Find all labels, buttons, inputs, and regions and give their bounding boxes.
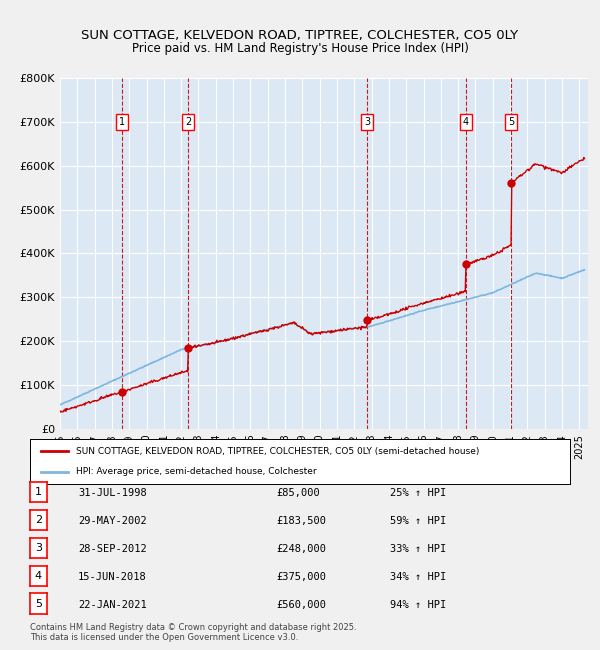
Text: £375,000: £375,000 <box>276 572 326 582</box>
Text: £560,000: £560,000 <box>276 600 326 610</box>
Text: 3: 3 <box>35 543 42 553</box>
Text: 33% ↑ HPI: 33% ↑ HPI <box>390 544 446 554</box>
Text: 28-SEP-2012: 28-SEP-2012 <box>78 544 147 554</box>
Text: 3: 3 <box>364 117 370 127</box>
Text: 4: 4 <box>463 117 469 127</box>
Text: 34% ↑ HPI: 34% ↑ HPI <box>390 572 446 582</box>
Text: 22-JAN-2021: 22-JAN-2021 <box>78 600 147 610</box>
Text: £248,000: £248,000 <box>276 544 326 554</box>
Text: 2: 2 <box>185 117 191 127</box>
Text: £183,500: £183,500 <box>276 516 326 526</box>
Text: 1: 1 <box>119 117 125 127</box>
Text: SUN COTTAGE, KELVEDON ROAD, TIPTREE, COLCHESTER, CO5 0LY (semi-detached house): SUN COTTAGE, KELVEDON ROAD, TIPTREE, COL… <box>76 447 479 456</box>
Text: £85,000: £85,000 <box>276 488 320 499</box>
Text: HPI: Average price, semi-detached house, Colchester: HPI: Average price, semi-detached house,… <box>76 467 317 476</box>
Text: 31-JUL-1998: 31-JUL-1998 <box>78 488 147 499</box>
Text: 5: 5 <box>508 117 514 127</box>
Text: 25% ↑ HPI: 25% ↑ HPI <box>390 488 446 499</box>
Text: 4: 4 <box>35 571 42 581</box>
Text: SUN COTTAGE, KELVEDON ROAD, TIPTREE, COLCHESTER, CO5 0LY: SUN COTTAGE, KELVEDON ROAD, TIPTREE, COL… <box>82 29 518 42</box>
Text: 94% ↑ HPI: 94% ↑ HPI <box>390 600 446 610</box>
Text: 29-MAY-2002: 29-MAY-2002 <box>78 516 147 526</box>
Text: Price paid vs. HM Land Registry's House Price Index (HPI): Price paid vs. HM Land Registry's House … <box>131 42 469 55</box>
Text: 5: 5 <box>35 599 42 609</box>
Text: Contains HM Land Registry data © Crown copyright and database right 2025.
This d: Contains HM Land Registry data © Crown c… <box>30 623 356 642</box>
Text: 2: 2 <box>35 515 42 525</box>
Text: 1: 1 <box>35 487 42 497</box>
Text: 59% ↑ HPI: 59% ↑ HPI <box>390 516 446 526</box>
Text: 15-JUN-2018: 15-JUN-2018 <box>78 572 147 582</box>
